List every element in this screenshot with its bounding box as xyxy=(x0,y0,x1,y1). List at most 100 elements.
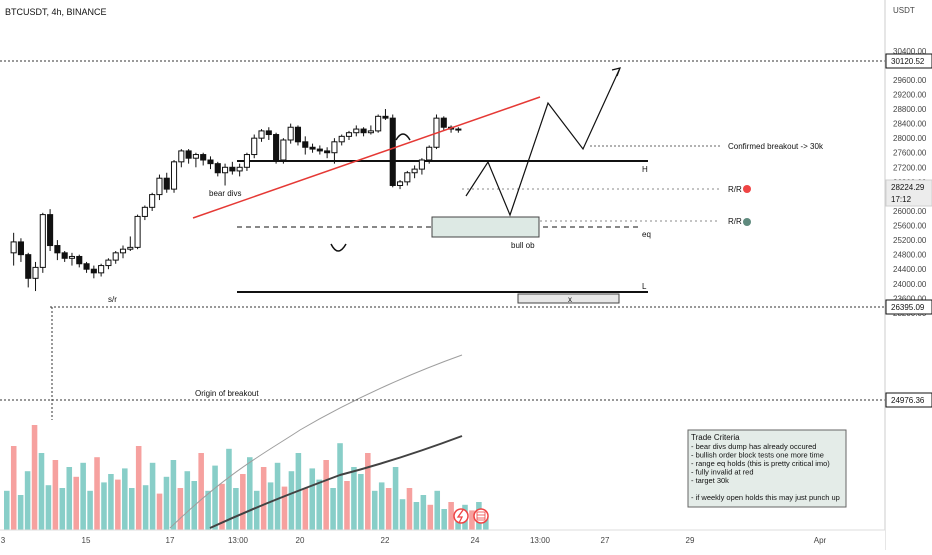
candle xyxy=(294,125,302,146)
origin-label: Origin of breakout xyxy=(195,389,259,398)
volume-bar xyxy=(427,504,434,530)
candle-body xyxy=(389,117,396,186)
time-tick-label: 3 xyxy=(1,536,6,545)
candle xyxy=(185,149,192,164)
candle-body xyxy=(178,150,185,163)
candle xyxy=(302,136,309,155)
volume-bar xyxy=(260,467,267,530)
volume-bar xyxy=(420,495,427,530)
volume-bar xyxy=(135,446,142,530)
bull-ob-box[interactable] xyxy=(431,216,540,238)
price-axis[interactable] xyxy=(885,0,932,550)
volume-bar xyxy=(73,476,79,530)
volume-bar xyxy=(10,446,17,530)
candle xyxy=(98,263,105,277)
volume-bar xyxy=(330,488,336,530)
candle-body xyxy=(382,115,389,119)
volume-bar xyxy=(302,488,309,530)
candle xyxy=(163,172,170,193)
candle-body xyxy=(119,248,127,254)
candle-body xyxy=(222,166,229,174)
volume-bar xyxy=(212,465,218,530)
time-tick-label: 20 xyxy=(296,536,305,545)
candle-body xyxy=(112,252,119,261)
candle-body xyxy=(149,194,156,208)
invalid-box[interactable] xyxy=(517,293,620,304)
candle-body xyxy=(25,254,32,279)
event-icons[interactable] xyxy=(453,508,489,524)
note-line: - bullish order block tests one more tim… xyxy=(691,451,824,460)
candle-body xyxy=(418,159,425,170)
candle-body xyxy=(426,146,433,161)
volume-bar xyxy=(80,462,86,530)
candle xyxy=(105,258,112,270)
volume-bar xyxy=(59,488,66,530)
flash-event-icon[interactable] xyxy=(453,508,469,524)
volume-bars xyxy=(4,425,489,530)
price-tag-origin-text: 24976.36 xyxy=(891,396,925,405)
price-tick-label: 24400.00 xyxy=(893,265,927,274)
time-tick-label: 24 xyxy=(471,536,480,545)
candle-body xyxy=(163,177,170,190)
volume-bar xyxy=(413,502,420,530)
candle xyxy=(273,132,280,164)
candle xyxy=(149,192,156,211)
candle-body xyxy=(98,265,105,274)
moving-averages xyxy=(169,354,463,529)
candle-body xyxy=(134,215,141,248)
candle xyxy=(61,251,68,262)
candle xyxy=(47,209,54,252)
candle xyxy=(331,138,338,164)
price-tick-label: 28000.00 xyxy=(893,134,927,143)
volume-bar xyxy=(240,474,246,530)
volume-bar xyxy=(122,468,128,530)
rr2-label: R/R xyxy=(728,217,742,226)
flash-glyph-icon xyxy=(456,509,464,524)
trade-criteria-note[interactable]: Trade Criteria - bear divs dump has alre… xyxy=(687,429,847,508)
volume-bar xyxy=(323,460,329,530)
projection-path[interactable] xyxy=(465,67,621,217)
volume-bar xyxy=(87,490,93,530)
volume-bar xyxy=(163,476,170,530)
note-box-bg xyxy=(687,429,847,508)
note-line: - bear divs dump has already occured xyxy=(691,442,816,451)
volume-bar xyxy=(170,460,177,530)
ma-fast xyxy=(169,354,463,529)
volume-bar xyxy=(247,457,253,530)
candle xyxy=(229,161,236,175)
volume-bar xyxy=(267,482,274,530)
candle xyxy=(32,261,39,292)
volume-bar xyxy=(115,479,121,530)
note-line: - range eq holds (this is pretty critica… xyxy=(691,459,830,468)
invalid-box-label: x xyxy=(568,295,572,304)
time-tick-label: 13:00 xyxy=(228,536,249,545)
candle xyxy=(324,147,331,159)
candle xyxy=(455,127,462,133)
volume-bar xyxy=(274,462,281,530)
candle-body xyxy=(324,150,331,154)
candle-body xyxy=(345,132,353,137)
price-tick-label: 29200.00 xyxy=(893,90,927,99)
candle xyxy=(127,236,134,252)
time-axis[interactable] xyxy=(0,530,885,550)
volume-bar xyxy=(52,460,59,530)
volume-bar xyxy=(309,468,316,530)
volume-bar xyxy=(226,448,232,530)
volume-bar xyxy=(392,467,399,530)
candle xyxy=(338,134,345,146)
volume-bar xyxy=(399,499,406,530)
candle-body xyxy=(156,177,163,196)
volume-bar xyxy=(316,479,322,530)
range-high-label: H xyxy=(642,165,648,174)
volume-bar xyxy=(233,488,239,530)
rr1-label: R/R xyxy=(728,185,742,194)
volume-bar xyxy=(205,490,211,530)
candle xyxy=(170,160,178,193)
bear-divs-label: bear divs xyxy=(209,189,241,198)
volume-bar xyxy=(24,471,31,530)
price-tick-label: 30400.00 xyxy=(893,47,927,56)
resistance-trendline[interactable] xyxy=(192,96,541,219)
price-tick-label: 27600.00 xyxy=(893,149,927,158)
candle xyxy=(375,114,382,133)
